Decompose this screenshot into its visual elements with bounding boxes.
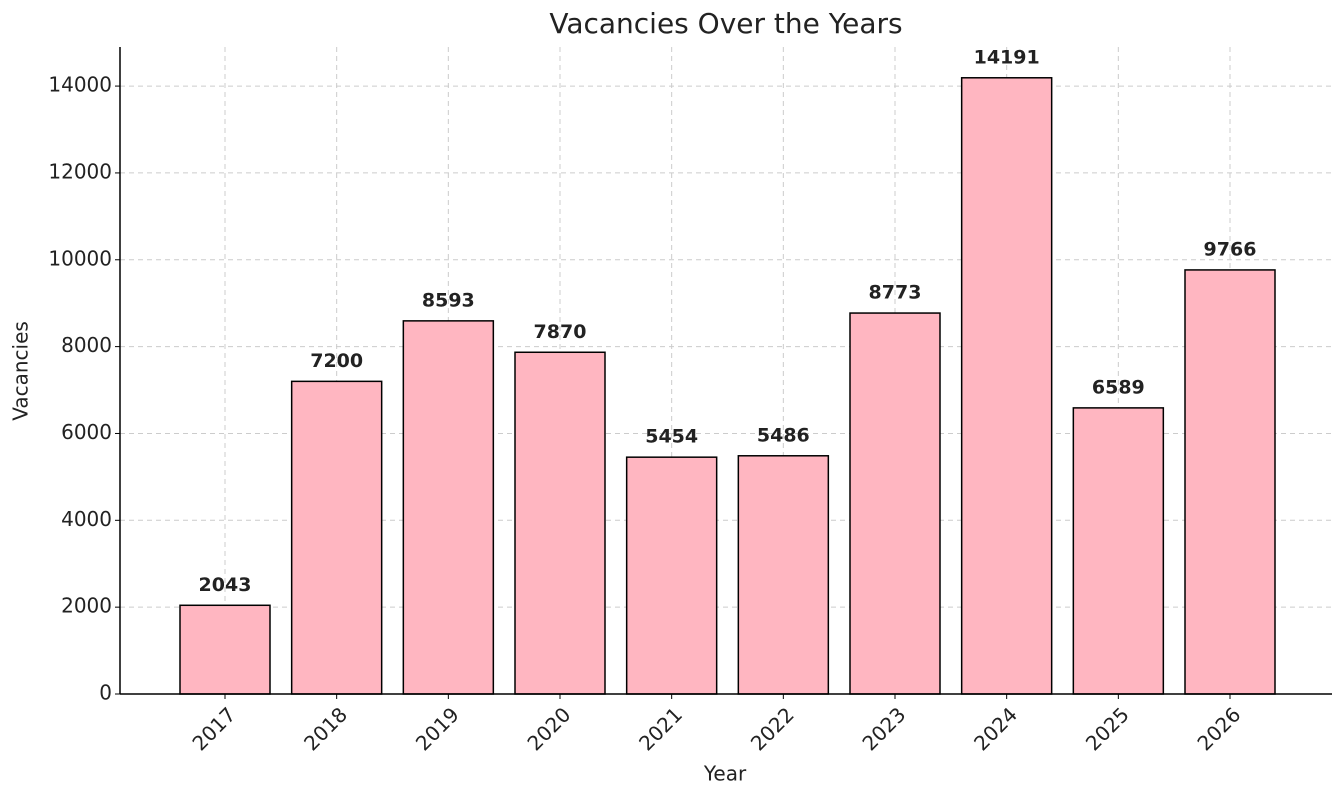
- bar: [849, 312, 941, 695]
- x-tick-label: 2024: [969, 702, 1022, 755]
- bar: [1184, 269, 1276, 695]
- x-tick-label: 2019: [411, 702, 464, 755]
- value-label: 8773: [869, 282, 922, 304]
- value-label: 7870: [534, 321, 587, 343]
- bar: [179, 604, 271, 695]
- chart-title: Vacancies Over the Years: [549, 7, 902, 40]
- bar: [514, 351, 606, 695]
- bar: [1072, 407, 1165, 695]
- x-tick-label: 2023: [857, 702, 910, 755]
- x-tick-label: 2020: [522, 702, 575, 755]
- y-tick-label: 2000: [61, 594, 112, 618]
- value-label: 14191: [974, 46, 1040, 68]
- bar: [625, 456, 718, 695]
- bar: [290, 380, 383, 695]
- x-tick-label: 2018: [299, 702, 352, 755]
- y-tick-label: 6000: [61, 420, 112, 444]
- value-label: 5486: [757, 424, 810, 446]
- bar: [737, 455, 830, 695]
- x-tick-label: 2022: [746, 702, 799, 755]
- value-label: 7200: [310, 350, 363, 372]
- y-tick-label: 10000: [48, 246, 112, 270]
- bar: [402, 320, 495, 695]
- y-tick-label: 12000: [48, 159, 112, 183]
- y-tick-label: 4000: [61, 507, 112, 531]
- y-tick-label: 8000: [61, 333, 112, 357]
- y-axis-label: Vacancies: [9, 321, 33, 421]
- value-label: 8593: [422, 289, 475, 311]
- value-label: 9766: [1204, 238, 1257, 260]
- value-label: 5454: [645, 426, 698, 448]
- x-tick-label: 2021: [634, 702, 687, 755]
- value-label: 2043: [199, 574, 252, 596]
- x-axis-label: Year: [703, 762, 747, 786]
- bars: [179, 77, 1276, 695]
- y-tick-label: 0: [99, 681, 112, 705]
- bar: [960, 77, 1053, 695]
- x-tick-label: 2026: [1192, 702, 1245, 755]
- y-tick-label: 14000: [48, 73, 112, 97]
- x-tick-label: 2017: [187, 702, 240, 755]
- value-label: 6589: [1092, 376, 1145, 398]
- x-tick-label: 2025: [1081, 702, 1134, 755]
